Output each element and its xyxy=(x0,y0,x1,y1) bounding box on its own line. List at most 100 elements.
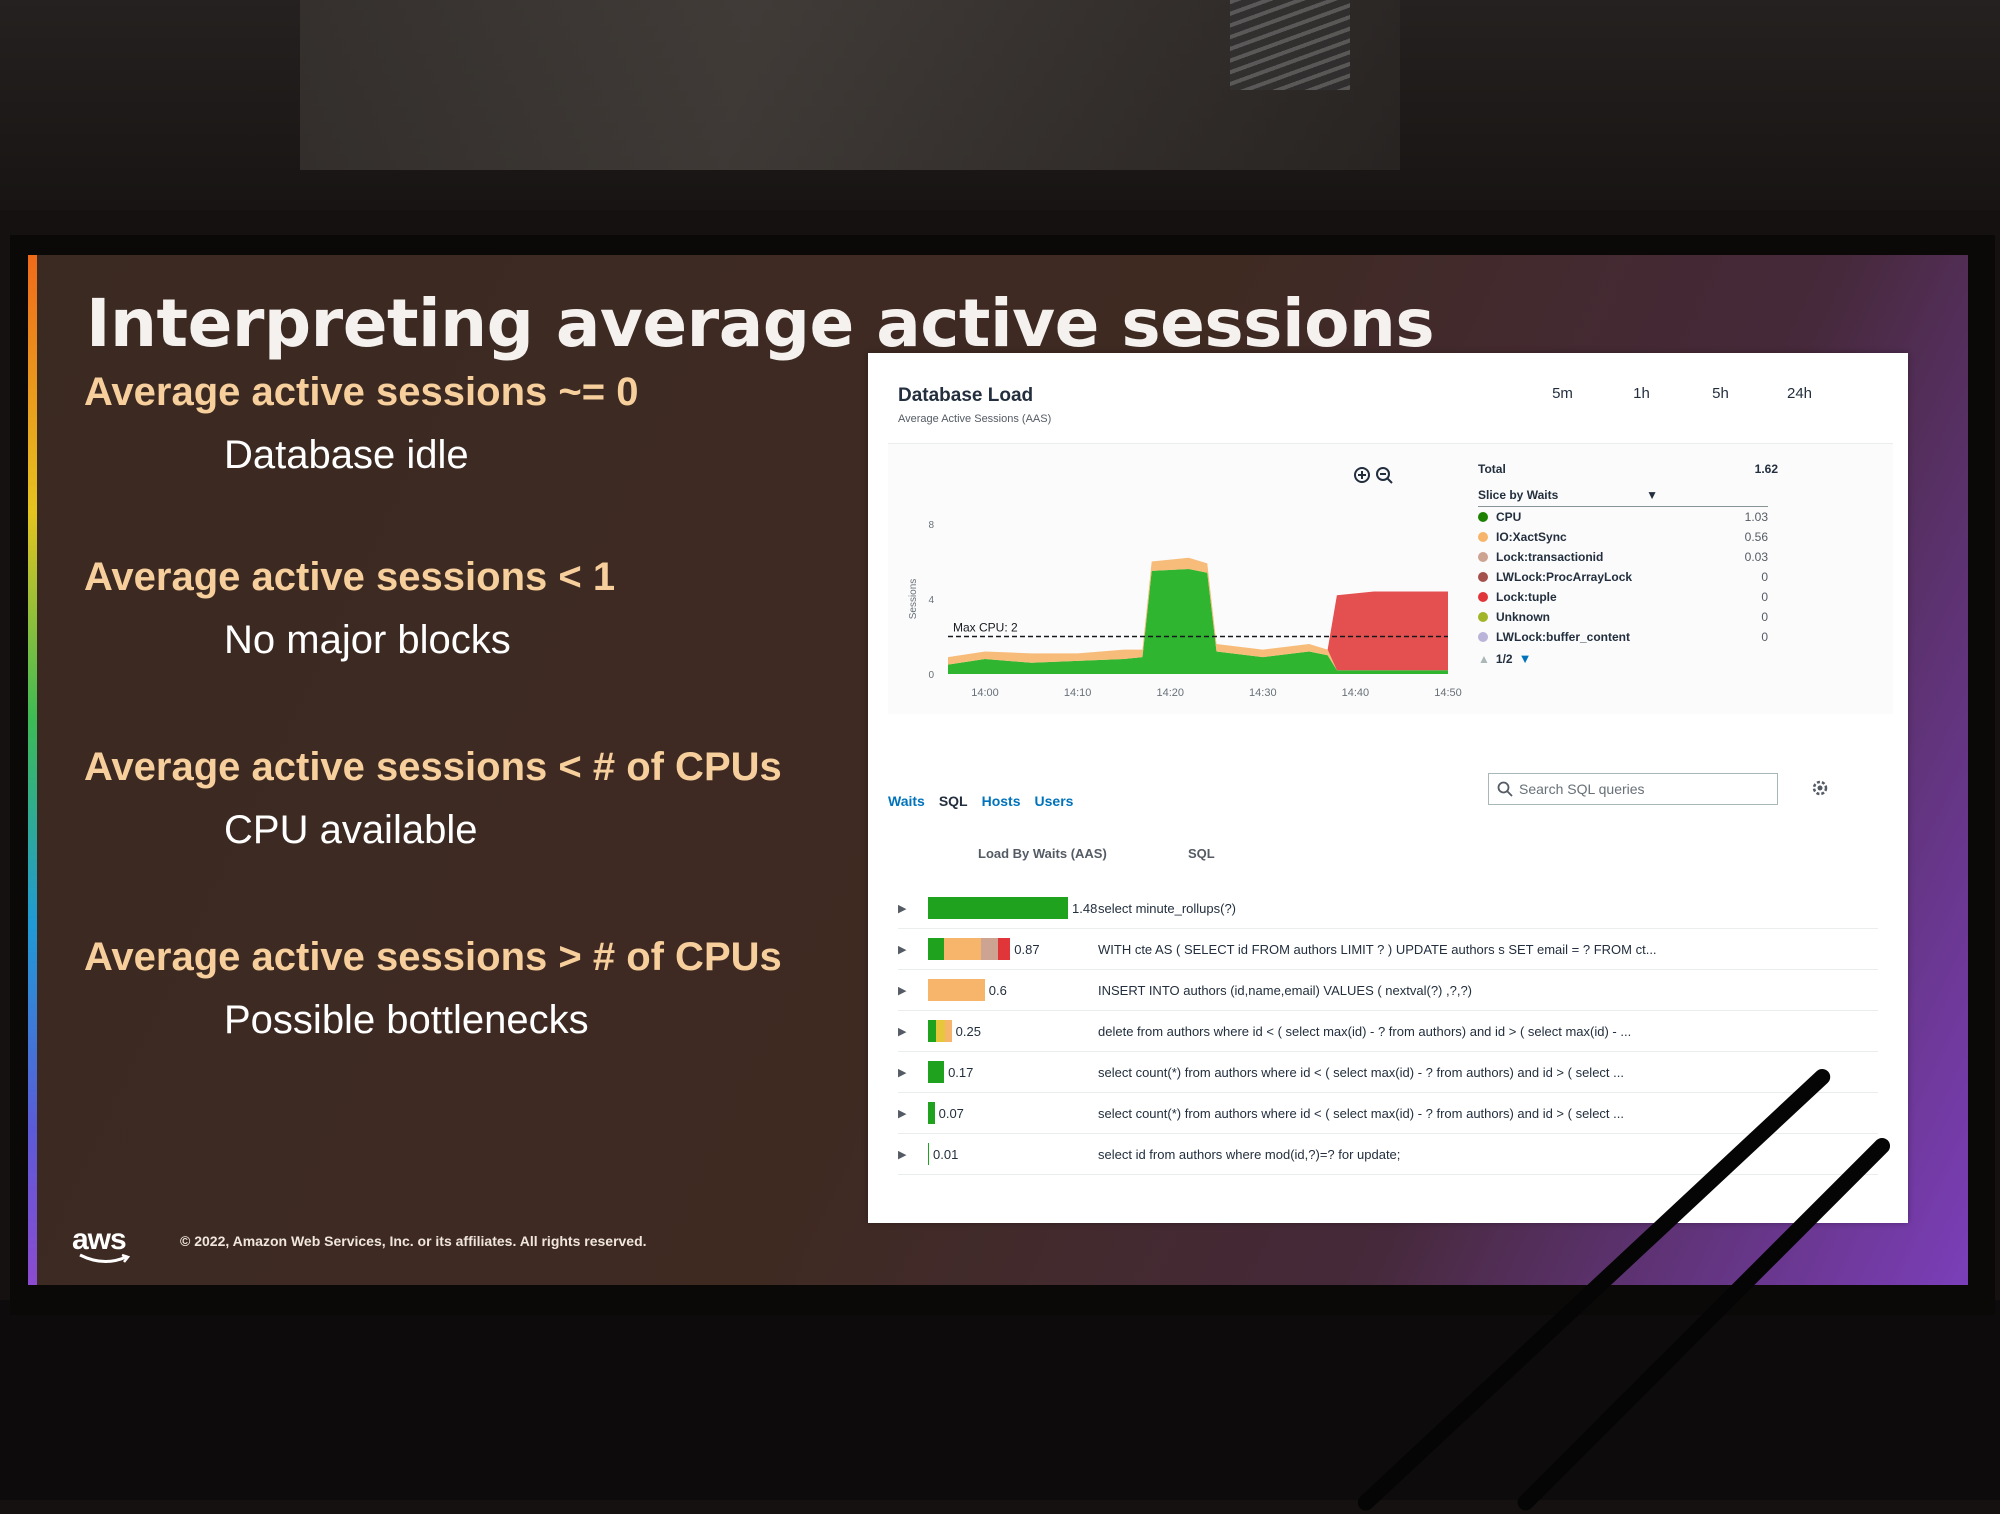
legend-item[interactable]: IO:XactSync 0.56 xyxy=(1478,527,1768,547)
gear-icon[interactable] xyxy=(1810,778,1830,798)
load-bar-segment xyxy=(928,1020,937,1042)
panel-title: Database Load xyxy=(898,385,1034,406)
expand-caret-icon[interactable]: ▶ xyxy=(898,1024,907,1038)
legend-item-value: 1.03 xyxy=(1744,510,1768,524)
expand-caret-icon[interactable]: ▶ xyxy=(898,901,907,915)
legend-item-name: Lock:transactionid xyxy=(1496,550,1604,564)
sql-table: ▶ 1.48 select minute_rollups(?) ▶ 0.87 WITH c… xyxy=(898,888,1878,1175)
expand-caret-icon[interactable]: ▶ xyxy=(898,1065,907,1079)
legend-pagination: ▲ 1/2 ▼ xyxy=(1478,651,1778,666)
load-bar-segment xyxy=(928,1061,945,1083)
expand-caret-icon[interactable]: ▶ xyxy=(898,983,907,997)
zoom-out-icon[interactable] xyxy=(1375,466,1393,484)
slice-by-label: Slice by Waits xyxy=(1478,488,1559,502)
legend-item-name: IO:XactSync xyxy=(1496,530,1567,544)
expand-caret-icon[interactable]: ▶ xyxy=(898,1147,907,1161)
db-load-chart-svg: Max CPU: 2 0 4 8 Sessions 14:00 14:10 14:20 14:3… xyxy=(908,520,1462,699)
load-bar: 0.25 xyxy=(928,1020,1128,1042)
tab-users[interactable]: Users xyxy=(1034,793,1074,809)
x-tick-label: 14:40 xyxy=(1342,687,1370,699)
table-row[interactable]: ▶ 0.87 WITH cte AS ( SELECT id FROM author… xyxy=(898,929,1878,970)
load-bar-segment xyxy=(928,1143,929,1165)
chart-legend: Total 1.62 Slice by Waits ▼ CPU 1.03 IO:… xyxy=(1478,462,1778,666)
time-range-5h-button[interactable]: 5h xyxy=(1712,385,1729,402)
bullet-heading: Average active sessions > # of CPUs xyxy=(84,935,782,979)
chart-area-series-cpu xyxy=(948,569,1448,674)
slice-by-dropdown[interactable]: Slice by Waits ▼ xyxy=(1478,484,1768,507)
time-range-5m-button[interactable]: 5m xyxy=(1552,385,1573,402)
legend-total-row: Total 1.62 xyxy=(1478,462,1778,484)
sql-text[interactable]: select minute_rollups(?) xyxy=(1098,900,1237,916)
legend-item-value: 0 xyxy=(1761,610,1768,624)
load-bar-track xyxy=(928,938,1011,960)
legend-swatch xyxy=(1478,632,1488,642)
tab-sql[interactable]: SQL xyxy=(938,793,968,809)
pager-up-icon[interactable]: ▲ xyxy=(1478,651,1490,666)
legend-item[interactable]: LWLock:ProcArrayLock 0 xyxy=(1478,567,1768,587)
sql-text[interactable]: select id from authors where mod(id,?)=?… xyxy=(1098,1146,1401,1162)
ceiling xyxy=(0,0,2000,210)
table-row[interactable]: ▶ 0.25 delete from authors where id < ( se… xyxy=(898,1011,1878,1052)
pager-label: 1/2 xyxy=(1495,651,1513,666)
search-sql-input[interactable] xyxy=(1517,780,1761,798)
load-bar: 0.87 xyxy=(928,938,1128,960)
ceiling-panel xyxy=(300,0,1400,170)
legend-swatch xyxy=(1478,512,1488,522)
sql-text[interactable]: select count(*) from authors where id < … xyxy=(1098,1064,1624,1080)
legend-item[interactable]: Lock:transactionid 0.03 xyxy=(1478,547,1768,567)
legend-item[interactable]: LWLock:buffer_content 0 xyxy=(1478,627,1768,647)
table-row[interactable]: ▶ 0.07 select count(*) from authors where … xyxy=(898,1093,1878,1134)
legend-item-name: LWLock:buffer_content xyxy=(1496,630,1630,644)
bullet-subtext: Possible bottlenecks xyxy=(224,998,589,1042)
slide-accent-stripe xyxy=(28,255,37,1285)
zoom-in-icon[interactable] xyxy=(1353,466,1371,484)
aws-logo-text: aws xyxy=(72,1223,127,1256)
load-bar-track xyxy=(928,897,1068,919)
legend-swatch xyxy=(1478,612,1488,622)
table-row[interactable]: ▶ 0.17 select count(*) from authors where … xyxy=(898,1052,1878,1093)
time-range-1h-button[interactable]: 1h xyxy=(1633,385,1650,402)
load-bar-segment xyxy=(981,938,998,960)
legend-total-label: Total xyxy=(1478,462,1506,476)
slide-title: Interpreting average active sessions xyxy=(86,285,1435,362)
tab-waits[interactable]: Waits xyxy=(888,793,925,809)
load-value: 0.07 xyxy=(938,1105,964,1121)
bullet-point: Average active sessions < # of CPUs CPU … xyxy=(84,745,844,853)
pager-down-icon[interactable]: ▼ xyxy=(1518,651,1532,666)
load-bar-track xyxy=(928,1143,929,1165)
legend-swatch xyxy=(1478,532,1488,542)
legend-item[interactable]: Lock:tuple 0 xyxy=(1478,587,1768,607)
sql-text[interactable]: delete from authors where id < ( select … xyxy=(1098,1023,1632,1039)
bullet-subtext: No major blocks xyxy=(224,618,511,662)
panel-subtitle: Average Active Sessions (AAS) xyxy=(898,413,1052,425)
load-bar-segment xyxy=(944,1020,952,1042)
y-tick-label: 0 xyxy=(928,670,934,681)
load-bar: 0.07 xyxy=(928,1102,1128,1124)
bullet-point: Average active sessions > # of CPUs Poss… xyxy=(84,935,844,1043)
expand-caret-icon[interactable]: ▶ xyxy=(898,1106,907,1120)
y-axis-label: Sessions xyxy=(908,579,919,620)
sql-text[interactable]: WITH cte AS ( SELECT id FROM authors LIM… xyxy=(1098,941,1657,957)
table-row[interactable]: ▶ 0.6 INSERT INTO authors (id,name,email) … xyxy=(898,970,1878,1011)
load-bar-segment xyxy=(928,979,985,1001)
legend-item[interactable]: Unknown 0 xyxy=(1478,607,1768,627)
legend-item-value: 0 xyxy=(1761,570,1768,584)
aws-logo: aws xyxy=(72,1223,162,1267)
search-box xyxy=(1488,773,1778,805)
sql-text[interactable]: INSERT INTO authors (id,name,email) VALU… xyxy=(1098,982,1473,998)
sql-text[interactable]: select count(*) from authors where id < … xyxy=(1098,1105,1624,1121)
x-tick-label: 14:00 xyxy=(971,687,999,699)
legend-item[interactable]: CPU 1.03 xyxy=(1478,507,1768,527)
load-bar-segment xyxy=(936,1020,945,1042)
time-range-24h-button[interactable]: 24h xyxy=(1786,385,1813,402)
legend-item-value: 0.56 xyxy=(1744,530,1768,544)
table-row[interactable]: ▶ 0.01 select id from authors where mod(id… xyxy=(898,1134,1878,1175)
table-row[interactable]: ▶ 1.48 select minute_rollups(?) xyxy=(898,888,1878,929)
time-range-selector: 5m 1h 5h 24h xyxy=(1523,385,1839,402)
chart-area-series-lock-tuple xyxy=(948,557,1448,671)
floor xyxy=(0,1300,2000,1500)
expand-caret-icon[interactable]: ▶ xyxy=(898,942,907,956)
tab-hosts[interactable]: Hosts xyxy=(981,793,1021,809)
x-tick-label: 14:30 xyxy=(1249,687,1277,699)
load-bar-segment xyxy=(944,938,982,960)
